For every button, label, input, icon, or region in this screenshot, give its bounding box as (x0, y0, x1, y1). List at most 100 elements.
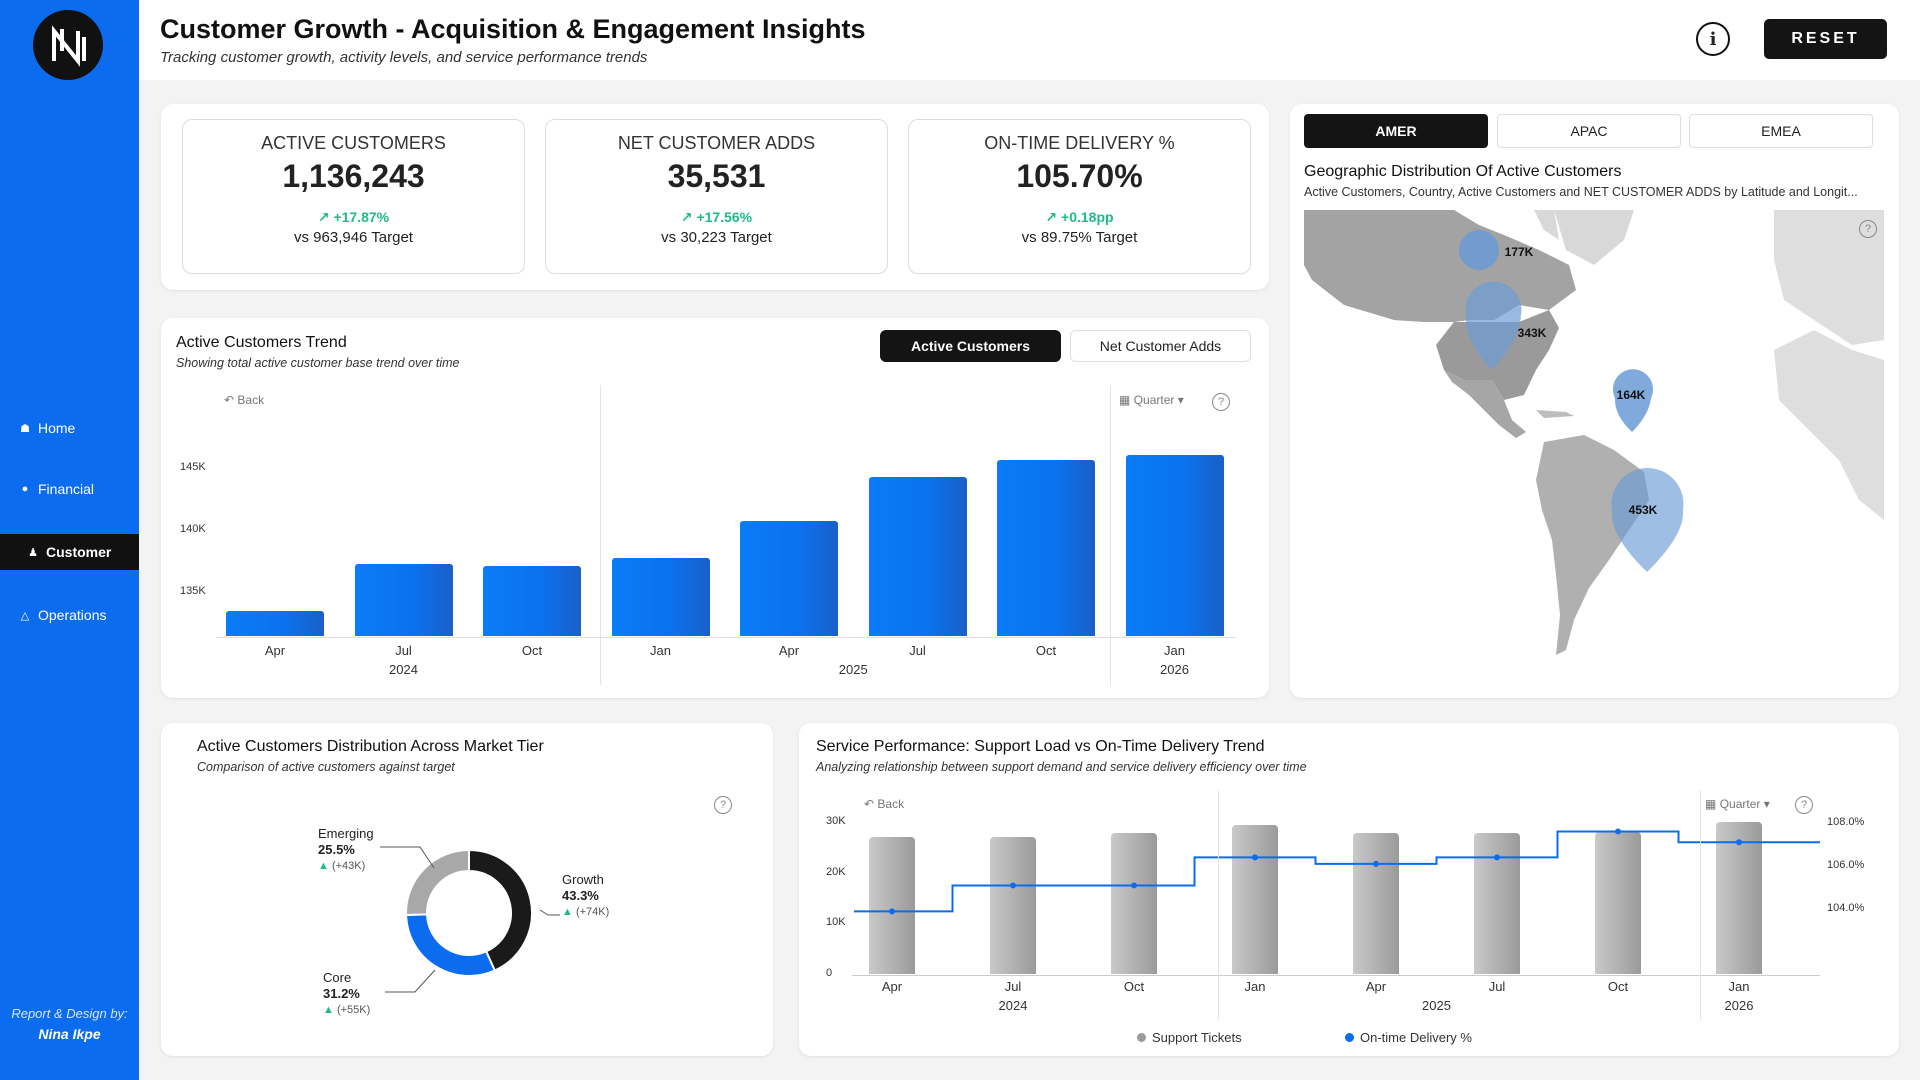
map-pin-453k[interactable] (1611, 468, 1684, 572)
legend-dot (1345, 1033, 1354, 1042)
map-pin-label: 177K (1504, 245, 1534, 259)
page-subtitle: Tracking customer growth, activity level… (160, 49, 648, 66)
support-tickets-bar (1232, 824, 1278, 974)
bar (611, 557, 710, 636)
triangle-up-icon: ▲ (562, 906, 573, 918)
x-tick-label: Jan (1164, 643, 1185, 658)
tier-donut-chart (404, 848, 533, 977)
trend-up-icon: ↗ (680, 209, 693, 225)
triangle-up-icon: ▲ (323, 1004, 334, 1016)
trend-up-icon: ↗ (1045, 209, 1058, 225)
chevron-down-icon: ▾ (1763, 797, 1770, 811)
trend-subtitle: Showing total active customer base trend… (176, 356, 460, 370)
map-pin-label: 164K (1616, 388, 1646, 402)
x-tick-label: Jul (909, 643, 926, 658)
reset-button[interactable]: RESET (1764, 19, 1887, 59)
year-divider (1110, 385, 1111, 685)
info-button[interactable]: i (1696, 22, 1730, 56)
tab-amer[interactable]: AMER (1304, 114, 1488, 148)
map-pin-label: 453K (1628, 503, 1658, 517)
help-icon[interactable]: ? (1859, 220, 1877, 238)
y-right-tick-label: 106.0% (1827, 859, 1865, 871)
info-icon: i (1709, 28, 1717, 50)
year-divider (1218, 790, 1219, 1020)
page-title: Customer Growth - Acquisition & Engageme… (160, 14, 866, 44)
segment-pct: 31.2% (323, 986, 360, 1001)
y-left-tick-label: 0 (826, 967, 833, 979)
service-back-button[interactable]: ↶ Back (864, 797, 904, 811)
kpi-target: vs 963,946 Target (294, 229, 413, 246)
kpi-value: 35,531 (667, 158, 766, 194)
kpi-net-customer-adds: NET CUSTOMER ADDS 35,531 ↗ +17.56% vs 30… (545, 119, 888, 274)
bar (868, 476, 967, 636)
trend-period-select[interactable]: ▦ Quarter ▾ (1119, 393, 1184, 407)
x-tick-label: Apr (881, 979, 903, 994)
donut-slice-emerging[interactable] (405, 848, 470, 917)
bar (226, 611, 324, 636)
help-icon[interactable]: ? (1212, 393, 1230, 411)
x-tick-label: Oct (1607, 979, 1629, 994)
service-title: Service Performance: Support Load vs On-… (816, 738, 1265, 755)
support-tickets-bar (869, 837, 915, 974)
kpi-target: vs 30,223 Target (661, 229, 772, 246)
support-tickets-bar (1111, 833, 1157, 974)
kpi-target: vs 89.75% Target (1021, 229, 1138, 246)
segment-pct: 25.5% (318, 842, 355, 857)
y-left-tick-label: 10K (826, 916, 846, 929)
service-period-select[interactable]: ▦ Quarter ▾ (1705, 797, 1770, 811)
kpi-change-value: +17.56% (696, 209, 753, 225)
trend-card (161, 318, 1269, 698)
credit-name: Nina Ikpe (38, 1026, 101, 1042)
help-icon[interactable]: ? (1795, 796, 1813, 814)
map-pin-164k[interactable] (1613, 369, 1653, 432)
triangle-up-icon: ▲ (318, 860, 329, 872)
segment-name: Core (323, 970, 352, 985)
period-label: Quarter (1133, 393, 1175, 407)
legend-on-time-delivery[interactable]: On-time Delivery % (1345, 1030, 1472, 1045)
brand-logo[interactable] (33, 10, 103, 80)
bar (354, 563, 453, 636)
map-subtitle: Active Customers, Country, Active Custom… (1304, 185, 1858, 199)
bar-chart-icon: ▦ (1119, 393, 1131, 407)
back-label: Back (237, 393, 265, 407)
toggle-net-customer-adds[interactable]: Net Customer Adds (1070, 330, 1251, 362)
y-right-tick-label: 108.0% (1827, 815, 1865, 828)
x-tick-label: Apr (1365, 979, 1387, 994)
x-tick-label: Jan (650, 643, 671, 658)
legend-dot (1137, 1033, 1146, 1042)
x-tick-label: Oct (1035, 643, 1057, 658)
year-label: 2025 (1422, 998, 1451, 1013)
map-canvas[interactable] (1304, 210, 1884, 685)
kpi-label: ON-TIME DELIVERY % (984, 133, 1175, 153)
bar (1125, 455, 1224, 636)
trend-title: Active Customers Trend (176, 334, 347, 351)
period-label: Quarter (1719, 797, 1761, 811)
donut-leader-lines (380, 846, 560, 993)
x-tick-label: Jul (395, 643, 412, 658)
sidebar-item-customer[interactable]: ♟ Customer (0, 534, 139, 570)
toggle-active-customers[interactable]: Active Customers (880, 330, 1061, 362)
bar (740, 521, 838, 636)
tab-apac[interactable]: APAC (1497, 114, 1681, 148)
x-tick-label: Jan (1244, 979, 1266, 994)
map-pin-343k[interactable] (1465, 281, 1522, 370)
sidebar-item-home[interactable]: ☗ Home (0, 410, 139, 446)
sidebar-item-financial[interactable]: ● Financial (0, 471, 139, 507)
back-arrow-icon: ↶ (224, 393, 235, 407)
money-bag-icon: ● (21, 483, 29, 495)
back-label: Back (877, 797, 905, 811)
credit-block: Report & Design by: Nina Ikpe (0, 1004, 139, 1044)
y-right-tick-label: 104.0% (1827, 902, 1865, 915)
x-axis-line (852, 975, 1820, 976)
help-icon[interactable]: ? (714, 796, 732, 814)
segment-name: Emerging (318, 826, 374, 841)
legend-support-tickets[interactable]: Support Tickets (1137, 1030, 1242, 1045)
tab-emea[interactable]: EMEA (1689, 114, 1873, 148)
map-pin-177k[interactable] (1459, 230, 1500, 297)
sidebar-item-operations[interactable]: △ Operations (0, 597, 139, 633)
sidebar-item-label: Customer (46, 544, 112, 560)
trend-back-button[interactable]: ↶ Back (224, 393, 264, 407)
kpi-value: 105.70% (1016, 158, 1143, 194)
map-pin-label: 343K (1517, 326, 1547, 340)
x-tick-label: Apr (778, 643, 800, 658)
